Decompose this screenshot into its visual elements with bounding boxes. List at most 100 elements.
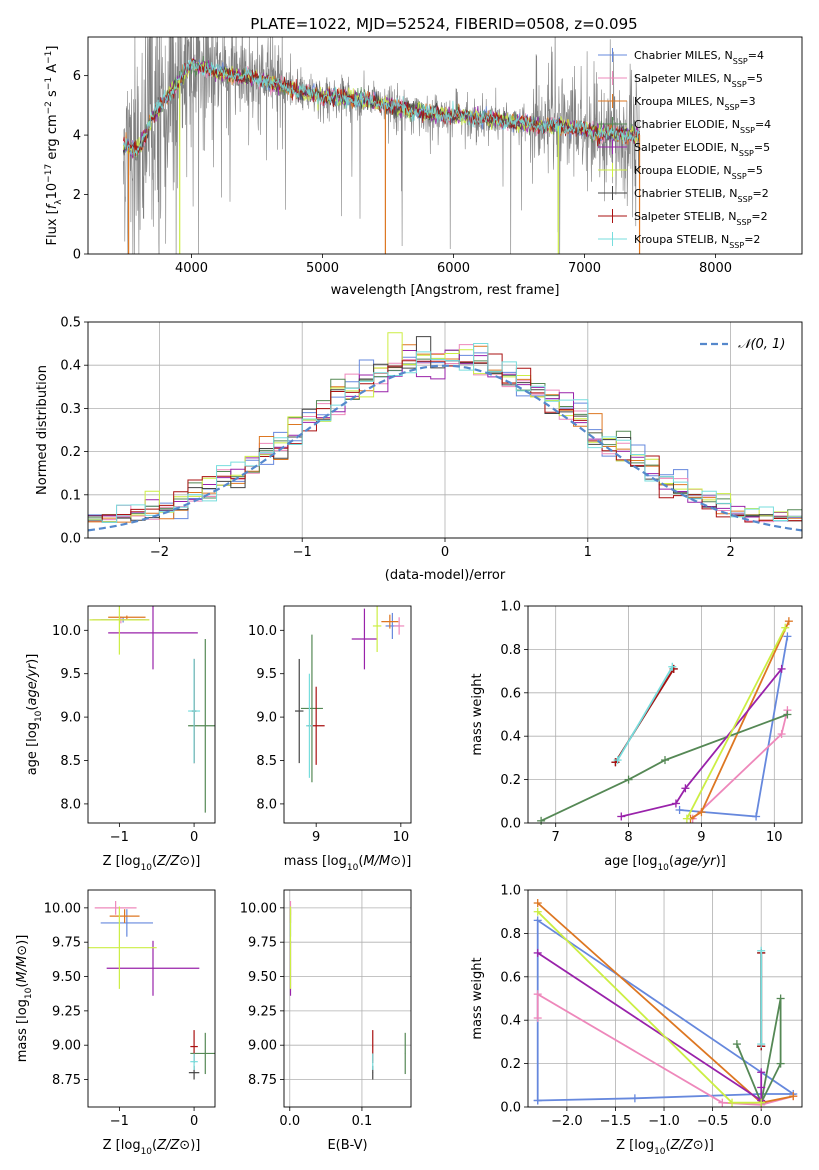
x-tick-label: −1.5 bbox=[600, 1114, 632, 1129]
panel-age_vs_Z: −1 08.08.59.09.510.0Z [log10(Z/Z⊙)]age [l… bbox=[25, 605, 216, 873]
label-part: age [log bbox=[25, 722, 40, 775]
axes-frame bbox=[87, 36, 803, 255]
y-axis-label: mass weight bbox=[470, 673, 485, 755]
legend-label: Chabrier ELODIE, NSSP=4 bbox=[634, 118, 771, 135]
x-axis-label: Z [log10(Z/Z⊙)] bbox=[103, 854, 201, 873]
legend-count: =4 bbox=[755, 118, 771, 131]
y-tick-label: 9.25 bbox=[52, 1004, 81, 1019]
x-tick-label: −0.5 bbox=[697, 1114, 729, 1129]
y-tick-label: 8.75 bbox=[248, 1073, 277, 1088]
y-axis-label: age [log10(age/yr)] bbox=[25, 654, 44, 776]
y-tick-label: 0 bbox=[73, 248, 81, 263]
legend-subscript: SSP bbox=[732, 80, 747, 89]
x-tick-label: 7000 bbox=[568, 261, 601, 276]
legend-subscript: SSP bbox=[724, 103, 739, 112]
axes-frame bbox=[283, 889, 412, 1108]
x-tick-label: −2.0 bbox=[551, 1114, 583, 1129]
label-part: ] bbox=[45, 46, 60, 51]
x-tick-label: −1 bbox=[110, 830, 129, 845]
y-tick-label: 0.0 bbox=[500, 817, 521, 832]
label-part: 10 bbox=[45, 183, 60, 200]
label-part: −1 bbox=[44, 51, 54, 64]
x-tick-label: 10 bbox=[393, 830, 410, 845]
legend-label-text: Salpeter ELODIE, N bbox=[634, 141, 739, 154]
label-part: )] bbox=[704, 1138, 714, 1153]
y-tick-label: 9.5 bbox=[60, 667, 81, 682]
label-part: 10 bbox=[347, 863, 359, 873]
label-part: )] bbox=[716, 854, 726, 869]
label-part: ( bbox=[152, 1138, 157, 1153]
y-tick-label: 0.2 bbox=[500, 773, 521, 788]
y-tick-label: 9.00 bbox=[52, 1039, 81, 1054]
x-tick-label: 0 bbox=[190, 830, 198, 845]
weight-line bbox=[536, 918, 797, 1102]
label-part: ( bbox=[669, 854, 674, 869]
y-tick-label: 8.5 bbox=[256, 754, 277, 769]
legend-count: =3 bbox=[739, 95, 755, 108]
legend-count: =5 bbox=[747, 164, 763, 177]
label-part: M/M⊙ bbox=[363, 854, 401, 869]
y-tick-label: 0.6 bbox=[500, 970, 521, 985]
y-tick-label: 9.5 bbox=[256, 667, 277, 682]
y-tick-label: 9.0 bbox=[256, 711, 277, 726]
spectrum-data-line bbox=[123, 37, 640, 254]
y-tick-label: 10.00 bbox=[44, 901, 81, 916]
y-tick-label: 4 bbox=[73, 129, 81, 144]
weight-line bbox=[616, 666, 674, 761]
y-tick-label: 0.2 bbox=[500, 1057, 521, 1072]
y-tick-label: 9.00 bbox=[248, 1039, 277, 1054]
legend-label: Kroupa STELIB, NSSP=2 bbox=[634, 233, 760, 250]
label-part: 10 bbox=[141, 1147, 153, 1157]
label-part: ( bbox=[152, 854, 157, 869]
y-tick-label: 9.0 bbox=[60, 711, 81, 726]
legend-label: Chabrier STELIB, NSSP=2 bbox=[634, 187, 769, 204]
legend-label: Kroupa MILES, NSSP=3 bbox=[634, 95, 756, 112]
x-tick-label: 0.0 bbox=[279, 1114, 300, 1129]
weight-line bbox=[537, 902, 794, 1104]
x-tick-label: 5000 bbox=[306, 261, 339, 276]
x-axis-label: (data-model)/error bbox=[385, 568, 506, 583]
y-tick-label: 9.50 bbox=[248, 970, 277, 985]
legend-label-text: Chabrier ELODIE, N bbox=[634, 118, 740, 131]
axes-frame bbox=[87, 605, 216, 824]
legend-count: =2 bbox=[753, 187, 769, 200]
axes-frame bbox=[87, 889, 216, 1108]
weight-line bbox=[537, 911, 762, 1104]
y-tick-label: 0.6 bbox=[500, 686, 521, 701]
x-axis-label: Z [log10(Z/Z⊙)] bbox=[103, 1138, 201, 1157]
label-part: A bbox=[45, 64, 60, 77]
y-tick-label: 0.4 bbox=[500, 1014, 521, 1029]
y-tick-label: 1.0 bbox=[500, 884, 521, 899]
label-part: mass [log bbox=[284, 854, 347, 869]
legend-subscript: SSP bbox=[740, 126, 755, 135]
legend-subscript: SSP bbox=[739, 149, 754, 158]
y-tick-label: 0.2 bbox=[60, 445, 81, 460]
y-tick-label: 0.4 bbox=[500, 730, 521, 745]
legend-count: =2 bbox=[744, 233, 760, 246]
label-part: )] bbox=[15, 935, 30, 945]
label-part: f bbox=[45, 202, 60, 209]
label-part: Z/Z⊙ bbox=[156, 1138, 190, 1153]
x-tick-label: 0 bbox=[441, 545, 449, 560]
x-tick-label: 7 bbox=[552, 830, 560, 845]
axes-frame bbox=[87, 321, 803, 539]
label-part: s bbox=[45, 90, 60, 101]
label-part: ( bbox=[15, 983, 30, 988]
label-part: erg cm bbox=[45, 114, 60, 163]
label-part: 10 bbox=[34, 710, 44, 722]
legend-label: Salpeter ELODIE, NSSP=5 bbox=[634, 141, 770, 158]
label-part: λ bbox=[54, 199, 64, 205]
y-tick-label: 0.3 bbox=[60, 402, 81, 417]
y-tick-label: 0.0 bbox=[500, 1101, 521, 1116]
label-part: 10 bbox=[141, 863, 153, 873]
x-tick-label: 0.0 bbox=[751, 1114, 772, 1129]
x-tick-label: 0 bbox=[190, 1114, 198, 1129]
y-tick-label: 2 bbox=[73, 188, 81, 203]
x-axis-label: age [log10(age/yr)] bbox=[604, 854, 726, 873]
label-part: age [log bbox=[604, 854, 657, 869]
x-axis-label: Z [log10(Z/Z⊙)] bbox=[616, 1138, 714, 1157]
axes-frame bbox=[527, 889, 803, 1108]
